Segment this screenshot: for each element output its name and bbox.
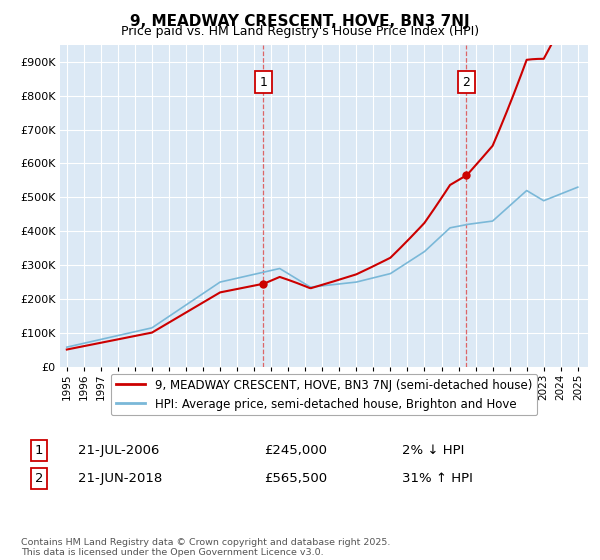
Text: Contains HM Land Registry data © Crown copyright and database right 2025.
This d: Contains HM Land Registry data © Crown c… — [21, 538, 391, 557]
Text: 21-JUN-2018: 21-JUN-2018 — [78, 472, 162, 486]
Text: 2% ↓ HPI: 2% ↓ HPI — [402, 444, 464, 458]
Text: 2: 2 — [35, 472, 43, 486]
Text: 1: 1 — [35, 444, 43, 458]
Legend: 9, MEADWAY CRESCENT, HOVE, BN3 7NJ (semi-detached house), HPI: Average price, se: 9, MEADWAY CRESCENT, HOVE, BN3 7NJ (semi… — [111, 374, 537, 416]
Text: 2: 2 — [463, 76, 470, 88]
Text: Price paid vs. HM Land Registry's House Price Index (HPI): Price paid vs. HM Land Registry's House … — [121, 25, 479, 38]
Text: 21-JUL-2006: 21-JUL-2006 — [78, 444, 160, 458]
Text: 31% ↑ HPI: 31% ↑ HPI — [402, 472, 473, 486]
Text: 1: 1 — [259, 76, 268, 88]
Text: £565,500: £565,500 — [264, 472, 327, 486]
Text: 9, MEADWAY CRESCENT, HOVE, BN3 7NJ: 9, MEADWAY CRESCENT, HOVE, BN3 7NJ — [130, 14, 470, 29]
Text: £245,000: £245,000 — [264, 444, 327, 458]
